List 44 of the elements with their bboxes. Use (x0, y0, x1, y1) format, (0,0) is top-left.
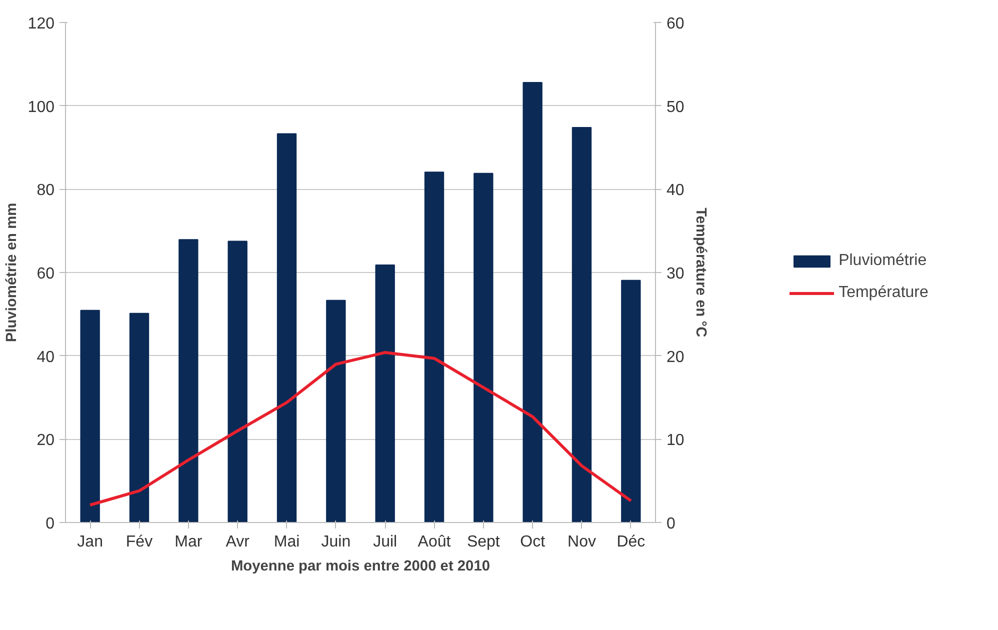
bar (178, 239, 198, 522)
x-tick-label: Août (418, 534, 452, 550)
y-tick-label: 40 (36, 348, 55, 366)
x-tick-label: Juil (373, 534, 398, 550)
x-tick-label: Juin (321, 534, 351, 550)
bar (80, 310, 100, 522)
bar (129, 312, 150, 522)
bar (474, 172, 494, 522)
y2-tick-label: 20 (666, 348, 684, 366)
y2-axis-title: Température en °C (692, 208, 708, 338)
x-tick-label: Mar (174, 534, 203, 550)
legend-label: Pluviométrie (838, 252, 927, 270)
bar (522, 82, 542, 522)
y-tick-label: 60 (36, 266, 55, 282)
bar (228, 240, 248, 522)
x-tick-label: Jan (77, 534, 103, 550)
y2-tick-label: 0 (666, 516, 676, 532)
y2-tick-label: 50 (666, 98, 684, 116)
x-tick-label: Oct (520, 534, 546, 550)
y2-tick-label: 60 (666, 16, 684, 32)
x-tick-label: Nov (568, 534, 596, 550)
x-axis-title: Moyenne par mois entre 2000 et 2010 (230, 558, 490, 574)
x-tick-label: Fév (126, 534, 153, 550)
y-tick-label: 100 (28, 98, 55, 116)
bar (572, 127, 592, 522)
bar (375, 264, 395, 522)
y-tick-label: 0 (46, 516, 55, 532)
y-axis-title: Pluviométrie en mm (4, 202, 20, 342)
legend-label: Température (838, 284, 928, 302)
line-series (88, 351, 632, 506)
y2-tick-label: 40 (666, 182, 684, 200)
x-tick-label: Mai (274, 534, 300, 550)
x-tick-label: Avr (226, 534, 250, 550)
bar (326, 300, 346, 522)
y2-tick-label: 30 (666, 266, 684, 282)
x-tick-label: Déc (616, 534, 646, 550)
bar (424, 172, 444, 522)
bar (621, 280, 641, 522)
y-tick-label: 120 (28, 16, 55, 32)
x-tick-label: Sept (466, 534, 500, 550)
y-tick-label: 80 (36, 182, 55, 200)
y2-tick-label: 10 (666, 432, 684, 450)
bar (276, 133, 297, 522)
y-tick-label: 20 (36, 432, 55, 450)
